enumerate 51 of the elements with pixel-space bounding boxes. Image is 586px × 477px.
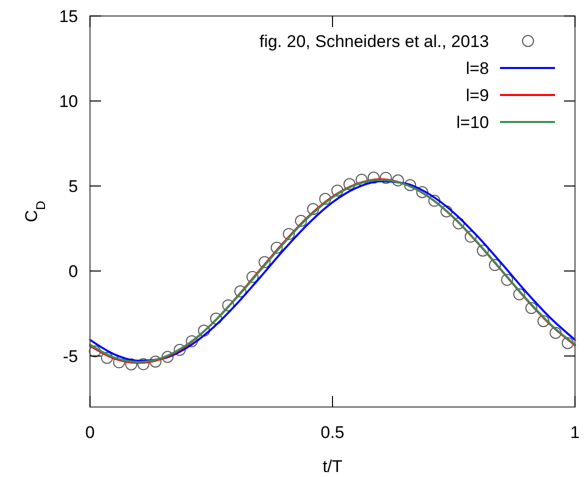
- point: [501, 274, 514, 286]
- legend-label: l=9: [466, 86, 489, 105]
- x-tick-label: 0: [85, 423, 95, 442]
- point: [113, 356, 126, 368]
- point: [88, 345, 101, 358]
- point: [513, 288, 526, 300]
- y-tick-label: 0: [68, 262, 78, 281]
- point: [416, 186, 428, 198]
- point: [186, 335, 198, 348]
- point: [222, 299, 234, 312]
- point: [149, 356, 162, 368]
- y-tick-label: 15: [59, 7, 78, 26]
- point: [452, 217, 465, 230]
- point: [270, 242, 283, 254]
- point: [307, 203, 320, 216]
- point: [404, 179, 416, 192]
- point: [331, 184, 344, 197]
- point: [174, 344, 186, 356]
- y-tick-label: 5: [68, 177, 78, 196]
- point: [246, 270, 258, 283]
- point: [162, 350, 174, 363]
- point: [392, 174, 404, 186]
- point: [356, 174, 368, 186]
- point: [234, 285, 246, 298]
- x-axis-title: t/T: [322, 457, 342, 476]
- x-tick-label: 0.5: [320, 423, 344, 442]
- point: [476, 244, 489, 257]
- legend-label: fig. 20, Schneiders et al., 2013: [259, 32, 489, 51]
- point: [343, 178, 356, 190]
- point: [440, 205, 452, 218]
- point: [537, 315, 550, 328]
- legend-label: l=8: [466, 59, 489, 78]
- y-tick-label: 10: [59, 92, 78, 111]
- point: [100, 352, 113, 364]
- point: [319, 192, 332, 205]
- legend-label: l=10: [456, 113, 489, 132]
- point: [294, 214, 307, 227]
- point: [550, 326, 562, 339]
- point: [198, 324, 210, 337]
- x-tick-label: 1: [570, 423, 580, 442]
- point: [258, 256, 271, 268]
- point: [210, 312, 222, 325]
- point: [488, 259, 501, 272]
- point: [562, 337, 574, 350]
- point: [380, 172, 392, 184]
- point: [282, 228, 295, 240]
- point: [464, 230, 477, 243]
- point: [137, 358, 150, 370]
- y-tick-label: -5: [62, 347, 78, 366]
- point: [428, 194, 440, 207]
- point: [525, 302, 538, 314]
